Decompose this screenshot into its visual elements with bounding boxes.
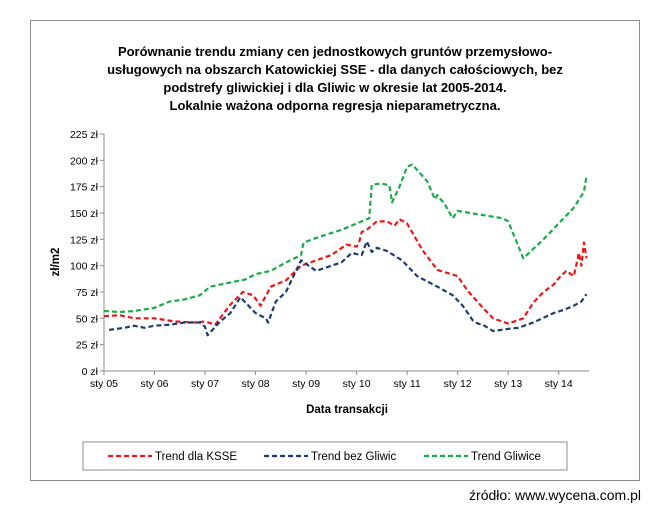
- y-tick-label: 50 zł: [76, 313, 99, 325]
- title-line-4: Lokalnie ważona odporna regresja niepara…: [170, 98, 501, 113]
- x-tick-label: sty 07: [191, 378, 219, 390]
- y-tick-label: 175 zł: [70, 182, 99, 194]
- y-axis-title: zł/m2: [50, 248, 62, 277]
- y-tick-label: 200 zł: [70, 155, 99, 167]
- y-tick-label: 75 zł: [76, 287, 99, 299]
- title-line-1: Porównanie trendu zmiany cen jednostkowy…: [118, 44, 552, 59]
- chart-title: Porównanie trendu zmiany cen jednostkowy…: [107, 44, 563, 113]
- y-tick-label: 100 zł: [70, 261, 99, 273]
- title-line-2: usługowych na obszarch Katowickiej SSE -…: [107, 62, 563, 77]
- x-tick-label: sty 13: [494, 378, 522, 390]
- y-tick-label: 150 zł: [70, 208, 99, 220]
- x-tick-label: sty 05: [90, 378, 118, 390]
- legend: Trend dla KSSE Trend bez Gliwic Trend Gl…: [82, 441, 568, 471]
- series-line-bez-gliwic: [108, 240, 588, 337]
- source-label: źródło: www.wycena.com.pl: [469, 487, 641, 503]
- x-tick-label: sty 06: [141, 378, 169, 390]
- chart-frame: Porównanie trendu zmiany cen jednostkowy…: [30, 20, 640, 481]
- y-tick-label: 125 zł: [70, 234, 99, 246]
- x-tick-label: sty 14: [545, 378, 573, 390]
- x-tick-label: sty 08: [242, 378, 270, 390]
- series-line-ksse: [103, 218, 588, 326]
- x-tick-label: sty 11: [394, 378, 421, 390]
- legend-label-ksse: Trend dla KSSE: [155, 451, 237, 463]
- chart-svg: Porównanie trendu zmiany cen jednostkowy…: [50, 44, 589, 471]
- title-line-3: podstrefy gliwickiej i dla Gliwic w okre…: [163, 80, 506, 95]
- x-axis-title: Data transakcji: [306, 404, 388, 416]
- x-tick-label: sty 10: [343, 378, 371, 390]
- y-tick-label: 0 zł: [82, 366, 99, 378]
- legend-box: [82, 441, 568, 471]
- series-line-gliwice: [103, 163, 588, 314]
- plot-area: 0 zł 25 zł 50 zł 75 zł 100 zł 125 zł 150 zł 175…: [70, 129, 589, 390]
- x-tick-label: sty 09: [292, 378, 320, 390]
- y-tick-label: 225 zł: [70, 129, 99, 141]
- x-tick-label: sty 12: [444, 378, 472, 390]
- legend-label-bez-gliwic: Trend bez Gliwic: [311, 451, 396, 463]
- legend-label-gliwice: Trend Gliwice: [471, 451, 541, 463]
- y-tick-label: 25 zł: [76, 340, 99, 352]
